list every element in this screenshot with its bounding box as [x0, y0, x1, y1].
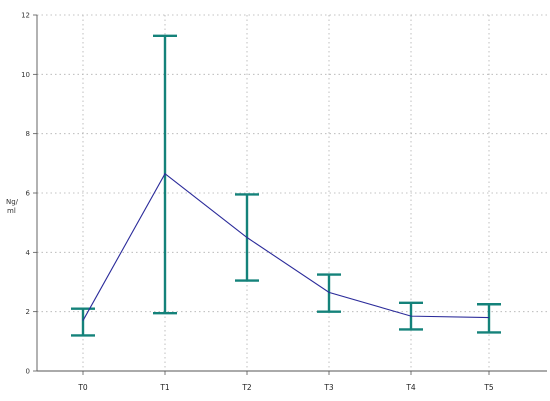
x-tick-label: T1	[159, 383, 170, 392]
x-tick-label: T4	[405, 383, 416, 392]
error-bar	[71, 307, 95, 337]
x-tick-label: T5	[483, 383, 494, 392]
y-tick-label: 6	[26, 190, 31, 198]
x-tick-label: T2	[241, 383, 252, 392]
y-tick-label: 0	[26, 368, 30, 376]
y-tick-label: 8	[26, 130, 30, 138]
y-tick-labels: 0 2 4 6 8 10 12	[21, 12, 30, 376]
y-tick-label: 2	[26, 308, 30, 316]
y-tick-label: 10	[21, 71, 30, 79]
y-axis-label-line-2: ml	[7, 207, 16, 215]
error-bars	[71, 34, 501, 337]
series-line-layer	[82, 172, 490, 321]
series-line	[82, 172, 490, 321]
x-tick-label: T3	[323, 383, 334, 392]
error-bar	[477, 303, 501, 334]
y-axis-label-line-1: Ng/	[6, 198, 19, 206]
axes-layer	[33, 14, 547, 375]
error-bar	[317, 273, 341, 313]
y-tick-label: 12	[21, 12, 30, 20]
y-tick-label: 4	[26, 249, 31, 257]
x-tick-labels: T0 T1 T2 T3 T4 T5	[77, 383, 494, 392]
x-tick-label: T0	[77, 383, 88, 392]
